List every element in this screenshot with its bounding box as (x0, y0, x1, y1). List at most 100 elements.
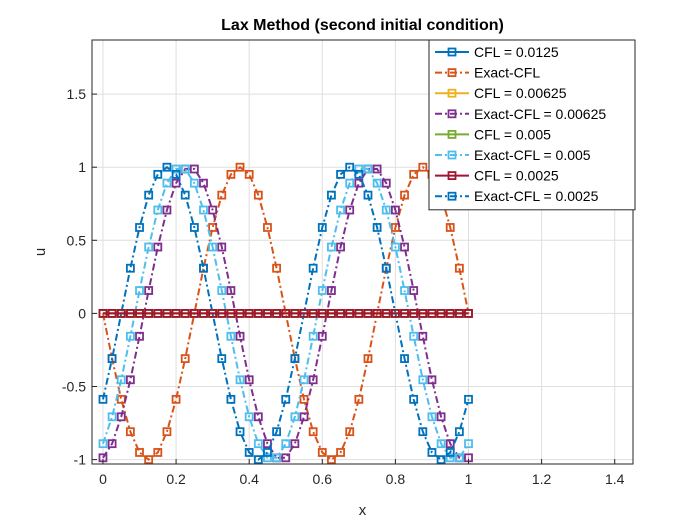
data-point (327, 455, 336, 465)
data-point (336, 205, 345, 215)
data-point (409, 331, 419, 341)
legend-label: Exact-CFL = 0.00625 (474, 106, 606, 122)
data-point (217, 286, 227, 295)
data-point (208, 242, 218, 252)
data-point (125, 331, 135, 341)
y-axis-label: u (32, 248, 49, 256)
x-tick-label: 1 (465, 471, 473, 487)
legend-marker (447, 47, 457, 57)
data-point (263, 223, 272, 232)
data-point (253, 455, 263, 465)
data-point (418, 375, 428, 385)
data-point (226, 394, 236, 404)
data-point (189, 164, 199, 174)
data-point (390, 205, 400, 215)
series-line (101, 165, 470, 461)
data-point (98, 309, 108, 318)
data-point (263, 309, 272, 318)
data-point (171, 164, 181, 174)
data-point (427, 309, 437, 318)
data-point (171, 169, 181, 179)
data-point (372, 309, 382, 318)
data-point (354, 169, 364, 179)
data-point (299, 412, 309, 422)
data-point (464, 309, 473, 318)
legend-label: CFL = 0.0025 (474, 168, 559, 184)
data-point (199, 178, 208, 188)
legend-marker (447, 129, 457, 139)
data-point (253, 412, 263, 422)
data-point (107, 412, 117, 422)
data-point (381, 263, 391, 273)
data-point (235, 309, 245, 318)
y-tick-label: -1 (74, 452, 87, 468)
data-point (308, 331, 318, 341)
data-point (427, 375, 437, 385)
legend-label: Exact-CFL = 0.0025 (474, 188, 599, 204)
data-point (217, 309, 227, 318)
data-point (418, 162, 428, 172)
data-point (135, 223, 144, 232)
x-axis-ticks: 0 0.2 0.4 0.6 0.8 1 1.2 1.4 (99, 459, 625, 487)
data-point (244, 448, 254, 457)
data-point (226, 309, 236, 318)
legend-label: CFL = 0.0125 (474, 44, 559, 60)
data-point (290, 412, 300, 422)
series-3 (98, 164, 473, 463)
data-point (171, 178, 181, 188)
series-6 (98, 309, 473, 318)
data-point (445, 439, 455, 449)
data-point (162, 309, 172, 318)
data-point (189, 178, 199, 188)
data-point (436, 455, 446, 465)
data-point (235, 375, 245, 385)
data-point (345, 427, 355, 437)
data-point (153, 169, 163, 179)
data-point (162, 162, 172, 172)
series-line (102, 168, 469, 459)
data-point (253, 190, 263, 200)
data-point (354, 164, 364, 174)
data-point (436, 309, 446, 318)
data-point (162, 178, 172, 188)
data-point (454, 453, 464, 463)
x-tick-label: 0.6 (313, 471, 333, 487)
data-point (153, 309, 163, 318)
data-point (98, 439, 108, 449)
x-tick-label: 1.4 (605, 471, 625, 487)
series-group (98, 162, 473, 465)
y-tick-label: -0.5 (62, 379, 86, 395)
data-point (299, 375, 309, 385)
data-point (336, 309, 345, 318)
series-line (101, 165, 470, 461)
data-point (427, 412, 437, 422)
x-tick-label: 0.8 (386, 471, 406, 487)
legend-item: CFL = 0.0125 (435, 44, 559, 60)
data-point (390, 309, 400, 318)
data-point (308, 309, 318, 318)
data-point (253, 309, 263, 318)
data-point (317, 448, 327, 457)
data-point (125, 375, 135, 385)
data-point (436, 439, 446, 449)
data-point (116, 412, 126, 422)
data-point (208, 205, 218, 215)
data-point (217, 354, 227, 363)
data-point (135, 286, 144, 295)
data-point (327, 286, 336, 295)
data-point (171, 309, 181, 318)
data-point (180, 309, 190, 318)
data-point (454, 427, 464, 437)
data-point (400, 354, 409, 363)
data-point (327, 242, 336, 252)
data-point (363, 190, 373, 200)
data-point (125, 309, 135, 318)
data-point (345, 162, 355, 172)
data-point (345, 205, 355, 215)
data-point (244, 169, 254, 179)
data-point (162, 205, 172, 215)
legend-item: CFL = 0.00625 (435, 85, 567, 101)
data-point (226, 286, 236, 295)
